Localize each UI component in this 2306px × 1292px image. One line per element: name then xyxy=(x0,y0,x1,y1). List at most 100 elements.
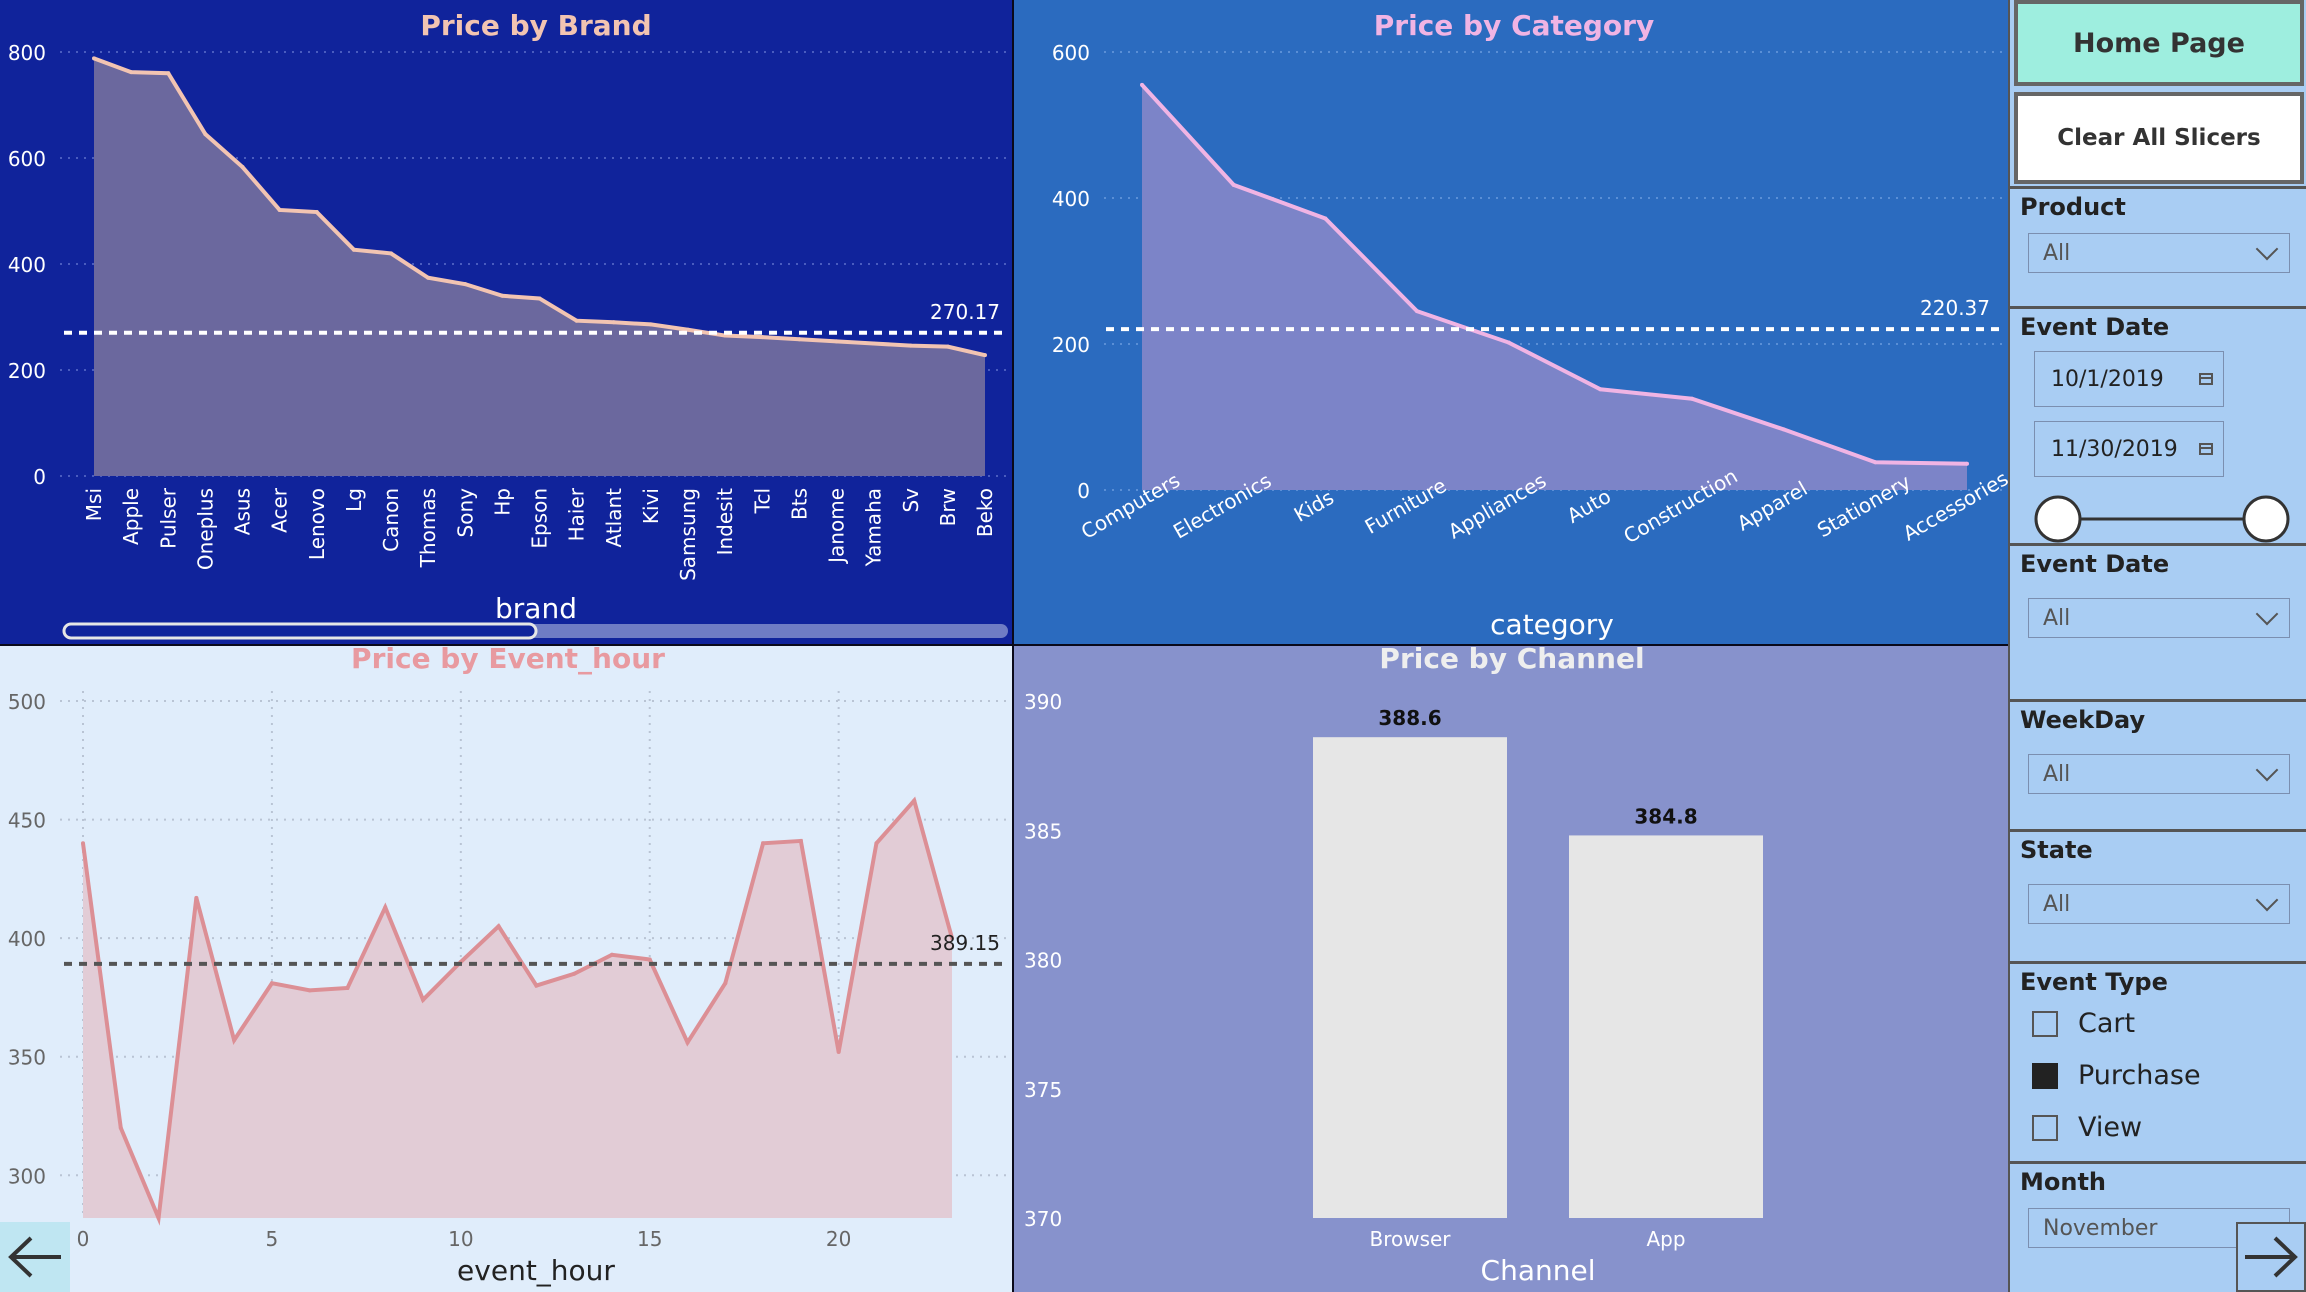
event-hour-data-point xyxy=(157,1216,161,1220)
home-page-button[interactable]: Home Page xyxy=(2014,0,2304,86)
month-slicer-title: Month xyxy=(2020,1168,2106,1196)
view-checkbox[interactable] xyxy=(2032,1115,2058,1141)
event-date-slicer: Event Date All xyxy=(2010,543,2306,699)
purchase-label: Purchase xyxy=(2078,1060,2201,1091)
event-hour-data-point xyxy=(534,984,538,988)
category-data-point xyxy=(1140,83,1144,87)
x-tick-label: Epson xyxy=(528,488,552,549)
average-label: 220.37 xyxy=(1920,296,1990,320)
event-hour-data-point xyxy=(874,841,878,845)
x-tick-label: Janome xyxy=(825,488,849,565)
x-tick-label: Atlant xyxy=(602,488,626,548)
channel-bar-chart: 370 375 380 385 390 388.6 Browser 384.8 App Price… xyxy=(1014,646,2008,1292)
brand-data-point xyxy=(389,251,393,255)
brand-data-point xyxy=(92,56,96,60)
x-tick-label: Kivi xyxy=(639,488,663,524)
brand-data-point xyxy=(612,320,616,324)
y-tick-label: 370 xyxy=(1024,1207,1062,1231)
clear-all-slicers-button[interactable]: Clear All Slicers xyxy=(2014,92,2304,184)
weekday-dropdown[interactable]: All xyxy=(2028,754,2290,794)
event-hour-data-point xyxy=(345,986,349,990)
event-type-option-view[interactable]: View xyxy=(2032,1112,2142,1143)
product-dropdown[interactable]: All xyxy=(2028,233,2290,273)
y-tick-label: 400 xyxy=(8,253,46,277)
slider-start-handle[interactable] xyxy=(2036,497,2080,541)
event-date-slicer-title: Event Date xyxy=(2020,550,2169,578)
category-data-point xyxy=(1415,309,1419,313)
start-date-input[interactable]: 10/1/2019 xyxy=(2034,351,2224,407)
y-tick-label: 300 xyxy=(8,1164,46,1188)
event-hour-data-point xyxy=(81,841,85,845)
cart-checkbox[interactable] xyxy=(2032,1011,2058,1037)
chevron-down-icon xyxy=(2256,759,2279,782)
weekday-slicer: WeekDay All xyxy=(2010,699,2306,829)
y-tick-label: 450 xyxy=(8,809,46,833)
cart-label: Cart xyxy=(2078,1008,2135,1039)
brand-data-point xyxy=(426,276,430,280)
state-dropdown-value: All xyxy=(2043,892,2070,917)
brand-data-point xyxy=(760,335,764,339)
brand-data-point xyxy=(835,339,839,343)
event-type-option-cart[interactable]: Cart xyxy=(2032,1008,2135,1039)
event-hour-data-point xyxy=(648,958,652,962)
y-tick-label: 800 xyxy=(8,41,46,65)
y-tick-label: 375 xyxy=(1024,1078,1062,1102)
event-hour-chart-panel: 300 350 400 450 500 0 5 10 15 20 389.15 Price by Ev… xyxy=(0,646,1014,1292)
product-slicer-title: Product xyxy=(2020,193,2126,221)
event-hour-data-point xyxy=(799,839,803,843)
x-tick-label: Oneplus xyxy=(193,488,217,570)
brand-data-point xyxy=(983,353,987,357)
chart-title: Price by Category xyxy=(1374,9,1654,42)
weekday-slicer-title: WeekDay xyxy=(2020,706,2145,734)
bar-data-label: 384.8 xyxy=(1634,804,1697,828)
event-hour-data-point xyxy=(383,905,387,909)
x-axis-title: category xyxy=(1490,608,1614,641)
brand-data-point xyxy=(463,282,467,286)
y-tick-label: 600 xyxy=(1052,41,1090,65)
state-slicer-title: State xyxy=(2020,836,2093,864)
chart-title: Price by Brand xyxy=(420,9,651,42)
x-tick-label: Acer xyxy=(268,487,292,533)
brand-data-point xyxy=(203,132,207,136)
average-label: 270.17 xyxy=(930,300,1000,324)
event-hour-data-point xyxy=(119,1126,123,1130)
x-tick-label: Tcl xyxy=(750,488,774,514)
event-hour-data-point xyxy=(723,981,727,985)
event-hour-data-point xyxy=(686,1041,690,1045)
x-tick-label: 15 xyxy=(637,1227,662,1251)
x-tick-label: 20 xyxy=(826,1227,851,1251)
brand-data-point xyxy=(500,294,504,298)
purchase-checkbox[interactable] xyxy=(2032,1063,2058,1089)
forward-navigation-button[interactable] xyxy=(2236,1222,2306,1292)
brand-data-point xyxy=(909,344,913,348)
x-tick-label: Indesit xyxy=(713,488,737,556)
x-tick-label: Thomas xyxy=(416,488,440,568)
category-data-point xyxy=(1782,427,1786,431)
end-date-input[interactable]: 11/30/2019 xyxy=(2034,421,2224,477)
event-hour-area-fill xyxy=(83,801,952,1218)
brand-data-point xyxy=(166,71,170,75)
x-tick-label: Sony xyxy=(453,488,477,538)
x-tick-label: Auto xyxy=(1563,484,1615,528)
x-tick-label: Samsung xyxy=(676,488,700,581)
date-range-slider[interactable] xyxy=(2010,489,2306,549)
category-area-chart: 0200400600220.37ComputersElectronics Kids… xyxy=(1014,0,2008,646)
event-hour-data-point xyxy=(194,896,198,900)
brand-data-point xyxy=(538,296,542,300)
category-data-point xyxy=(1232,183,1236,187)
channel-chart-panel: 370 375 380 385 390 388.6 Browser 384.8 App Price… xyxy=(1014,646,2008,1292)
back-navigation-button[interactable] xyxy=(0,1222,70,1292)
weekday-dropdown-value: All xyxy=(2043,762,2070,787)
month-dropdown-value: November xyxy=(2043,1216,2157,1241)
y-tick-label: 400 xyxy=(1052,187,1090,211)
y-tick-label: 380 xyxy=(1024,949,1062,973)
event-hour-data-point xyxy=(610,953,614,957)
brand-data-point xyxy=(352,248,356,252)
event-type-option-purchase[interactable]: Purchase xyxy=(2032,1060,2201,1091)
slider-end-handle[interactable] xyxy=(2244,497,2288,541)
event-date-dropdown[interactable]: All xyxy=(2028,598,2290,638)
x-tick-label: Yamaha xyxy=(862,488,886,567)
brand-data-point xyxy=(872,342,876,346)
state-dropdown[interactable]: All xyxy=(2028,884,2290,924)
horizontal-scrollbar-thumb[interactable] xyxy=(64,624,536,638)
